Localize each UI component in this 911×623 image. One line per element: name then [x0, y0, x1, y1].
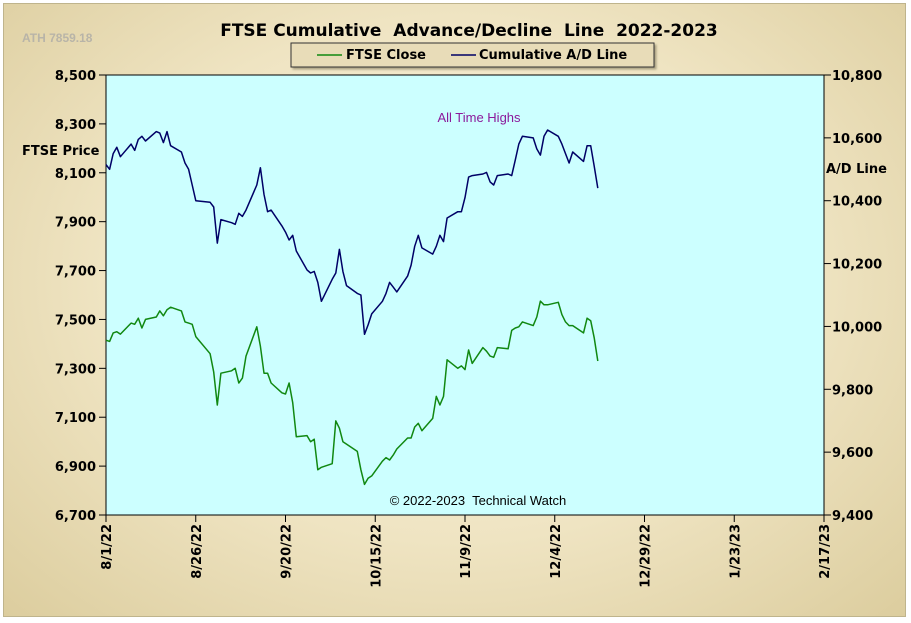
chart-title: FTSE Cumulative Advance/Decline Line 202… — [220, 21, 718, 41]
legend-label-ftse-close: FTSE Close — [346, 48, 426, 63]
x-tick-label: 8/26/22 — [190, 524, 205, 579]
x-tick-label: 1/23/23 — [728, 524, 743, 579]
y-tick-label-left: 7,900 — [55, 216, 96, 231]
y-tick-label-left: 8,100 — [55, 167, 96, 182]
y-tick-label-right: 10,800 — [832, 69, 882, 84]
annotation-copyright: © 2022-2023 Technical Watch — [390, 493, 567, 508]
series-line-cumulative-a-d-line — [105, 129, 599, 336]
y-tick-label-right: 9,600 — [832, 446, 873, 461]
y-tick-label-right: 10,000 — [832, 320, 882, 335]
y-tick-label-left: 7,500 — [55, 313, 96, 328]
y-tick-label-left: 7,700 — [55, 265, 96, 280]
y-tick-label-left: 7,100 — [55, 411, 96, 426]
y-tick-label-right: 10,400 — [832, 195, 882, 210]
axis-ticks: 6,700 6,900 7,100 7,300 7,500 7,700 7,900 8,100… — [55, 69, 882, 588]
y-tick-label-left: 8,500 — [55, 69, 96, 84]
ath-label: ATH 7859.18 — [22, 31, 93, 45]
y-tick-label-left: 8,300 — [55, 118, 96, 133]
x-tick-label: 8/1/22 — [100, 524, 115, 570]
y-tick-label-right: 10,600 — [832, 132, 882, 147]
annotation-all-time-highs: All Time Highs — [437, 110, 521, 125]
y-tick-label-left: 6,700 — [55, 509, 96, 524]
y-axis-label-right: A/D Line — [826, 162, 887, 177]
legend: FTSE Close Cumulative A/D Line — [290, 42, 655, 68]
x-tick-label: 11/9/22 — [459, 524, 474, 579]
y-axis-label-left: FTSE Price — [22, 144, 100, 159]
x-tick-label: 9/20/22 — [280, 524, 295, 579]
x-tick-label: 12/29/22 — [639, 524, 654, 588]
series-layer — [105, 129, 599, 486]
y-tick-label-right: 9,800 — [832, 383, 873, 398]
y-tick-label-left: 7,300 — [55, 362, 96, 377]
y-tick-label-left: 6,900 — [55, 460, 96, 475]
x-tick-label: 10/15/22 — [369, 524, 384, 588]
plot-area — [105, 74, 825, 516]
y-tick-label-right: 10,200 — [832, 258, 882, 273]
x-tick-label: 2/17/23 — [818, 524, 833, 579]
legend-label-ad-line: Cumulative A/D Line — [479, 48, 627, 63]
x-tick-label: 12/4/22 — [549, 524, 564, 579]
series-line-ftse-close — [105, 300, 599, 486]
y-tick-label-right: 9,400 — [832, 509, 873, 524]
